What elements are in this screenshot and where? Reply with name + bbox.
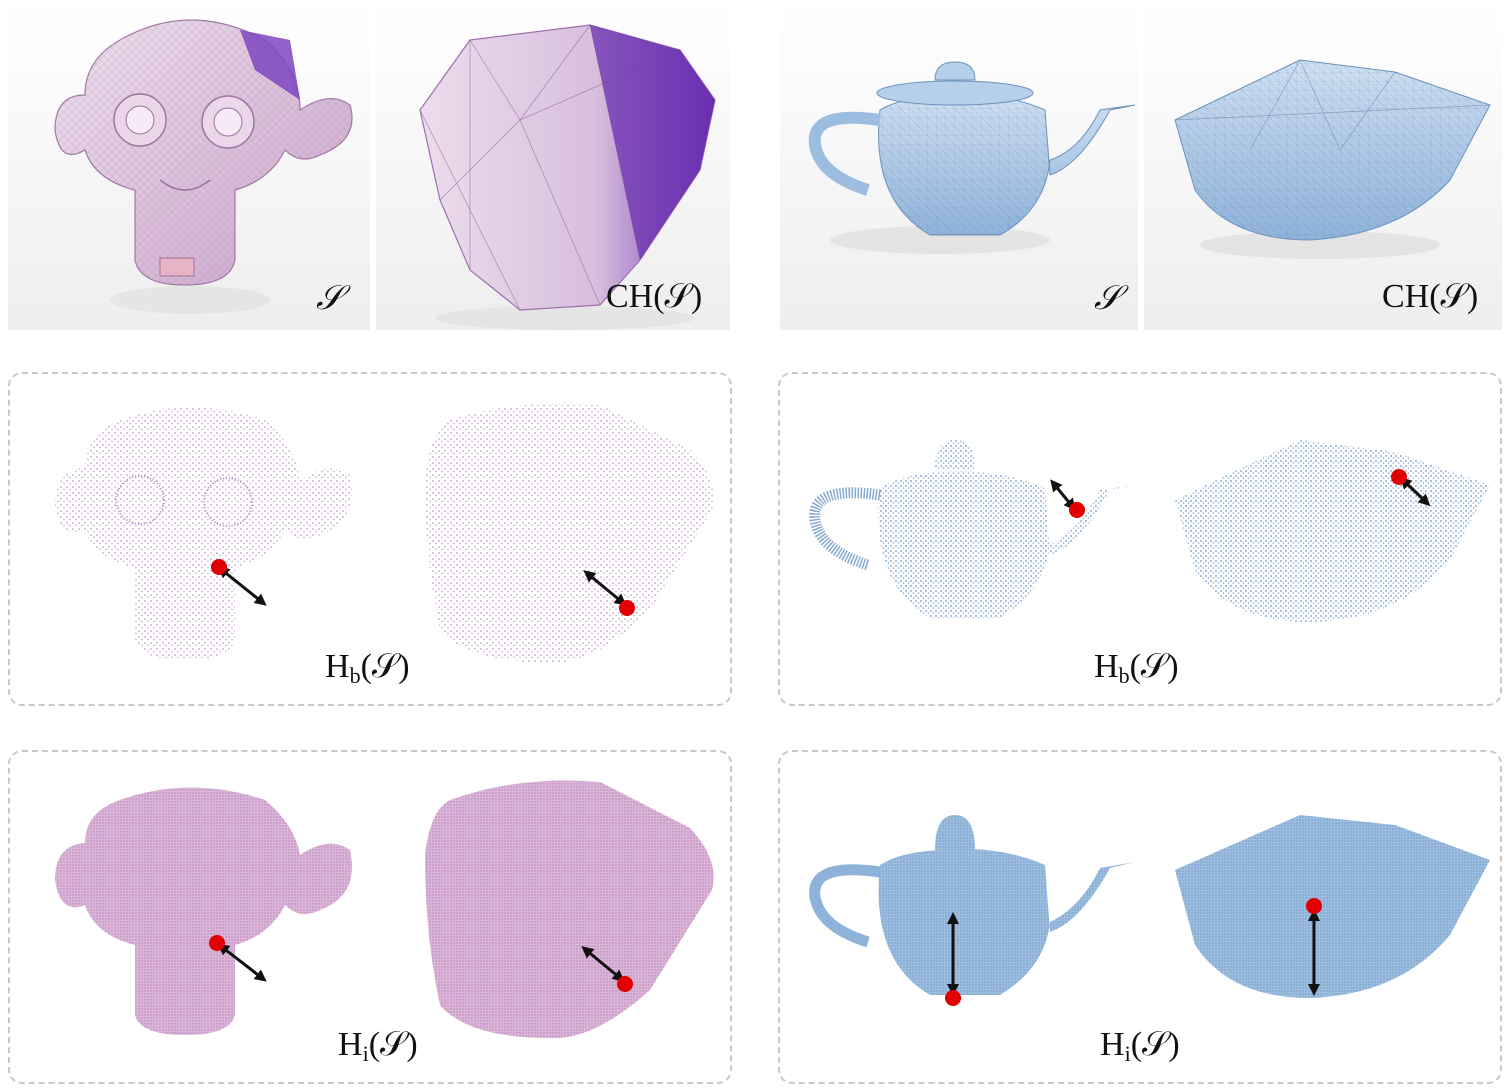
- teapot-boundary-points: [809, 440, 1135, 618]
- label-monkey-shape: 𝒮: [316, 278, 343, 318]
- label-monkey-hull: CH(𝒮): [606, 278, 703, 315]
- label-teapot-hull: CH(𝒮): [1382, 278, 1479, 315]
- teapot-hull-interior-points: [1175, 815, 1490, 998]
- label-teapot-interior: Hi(𝒮): [1100, 1026, 1180, 1066]
- teapot-mesh: [808, 61, 1136, 254]
- interior-distance-markers: [209, 898, 1322, 1006]
- monkey-hull: [419, 24, 716, 330]
- teapot-hull-boundary-points: [1175, 440, 1490, 622]
- label-teapot-boundary: Hb(𝒮): [1094, 648, 1179, 688]
- panel-monkey-boundary: [8, 372, 732, 706]
- monkey-interior-points: [55, 787, 352, 1035]
- panel-teapot-interior: [778, 750, 1502, 1084]
- monkey-hull-interior-points: [425, 780, 714, 1039]
- boundary-distance-markers: [211, 469, 1431, 616]
- panel-monkey-interior: [8, 750, 732, 1084]
- monkey-hull-boundary-points: [425, 403, 714, 663]
- label-teapot-shape: 𝒮: [1094, 278, 1121, 318]
- monkey-boundary-points: [55, 407, 352, 660]
- teapot-interior-points: [809, 815, 1135, 995]
- panel-teapot-boundary: [778, 372, 1502, 706]
- teapot-hull: [1174, 59, 1491, 259]
- label-monkey-interior: Hi(𝒮): [338, 1026, 418, 1066]
- monkey-mesh: [54, 19, 353, 314]
- label-monkey-boundary: Hb(𝒮): [325, 648, 410, 688]
